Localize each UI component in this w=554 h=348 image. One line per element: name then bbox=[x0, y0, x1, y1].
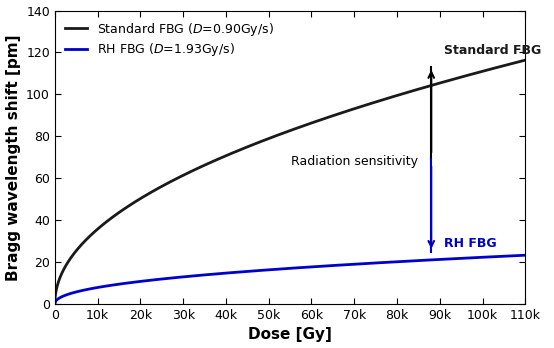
Legend: Standard FBG ($D$=0.90Gy/s), RH FBG ($D$=1.93Gy/s): Standard FBG ($D$=0.90Gy/s), RH FBG ($D$… bbox=[61, 17, 278, 62]
Text: Radiation sensitivity: Radiation sensitivity bbox=[291, 155, 418, 168]
Y-axis label: Bragg wavelength shift [pm]: Bragg wavelength shift [pm] bbox=[6, 34, 20, 280]
Text: Standard FBG: Standard FBG bbox=[444, 44, 541, 57]
X-axis label: Dose [Gy]: Dose [Gy] bbox=[248, 327, 332, 342]
Text: RH FBG: RH FBG bbox=[444, 237, 497, 250]
